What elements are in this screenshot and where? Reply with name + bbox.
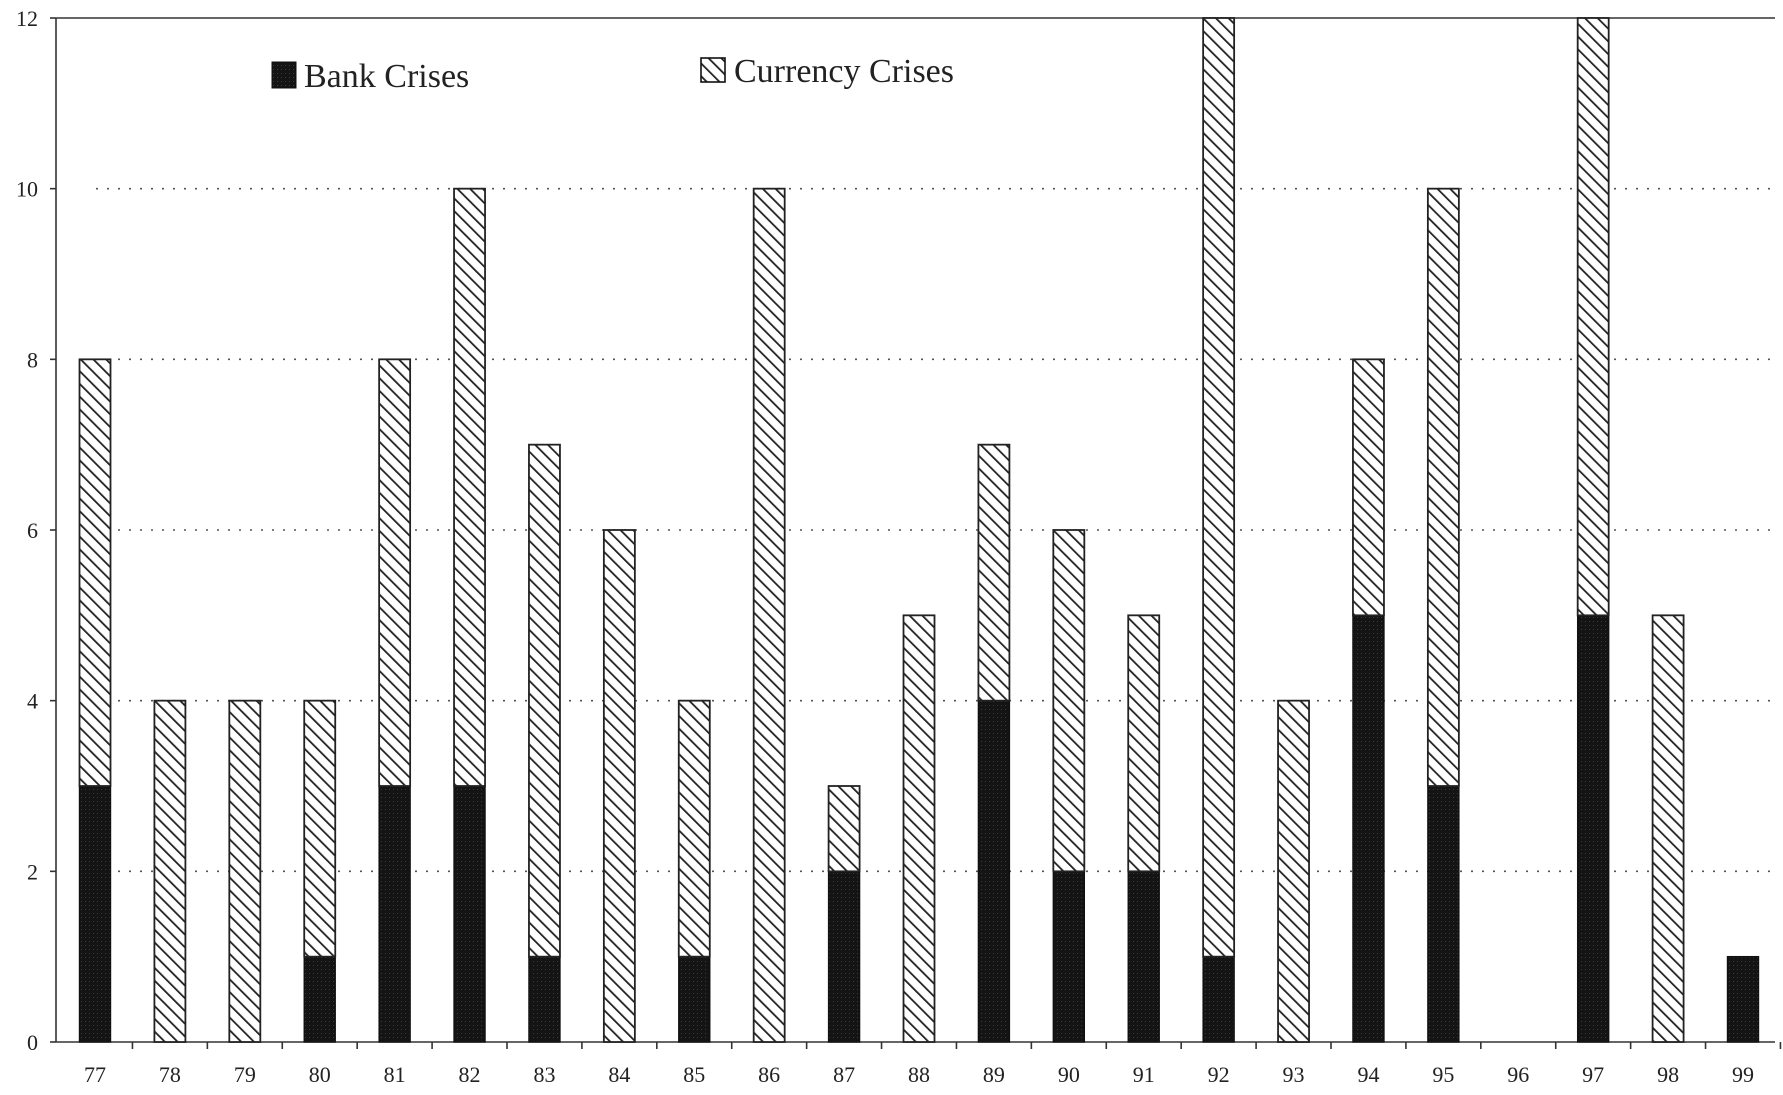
bar-currency-crises: [228, 699, 262, 1043]
y-tick-label: 4: [27, 689, 38, 714]
bar-bank-crises: [78, 785, 112, 1043]
bar-bank-crises: [1726, 955, 1760, 1043]
x-tick-label: 85: [683, 1062, 705, 1087]
bar-currency-crises: [752, 187, 786, 1043]
x-tick-label: 92: [1208, 1062, 1230, 1087]
x-tick-label: 80: [309, 1062, 331, 1087]
bar-currency-crises: [1127, 614, 1161, 873]
bar-bank-crises: [528, 955, 561, 1043]
x-tick-labels: 77 78 79 80 81 82 83 84 85 86 87 88 89 90 91 92 93 94 95 96…: [84, 1042, 1782, 1087]
x-tick-label: 78: [159, 1062, 181, 1087]
x-tick-label: 96: [1507, 1062, 1529, 1087]
x-tick-label: 98: [1657, 1062, 1679, 1087]
x-tick-label: 97: [1582, 1062, 1604, 1087]
x-tick-label: 90: [1058, 1062, 1080, 1087]
x-tick-label: 91: [1133, 1062, 1155, 1087]
bar-currency-crises: [1651, 614, 1685, 1043]
bar-currency-crises: [1277, 699, 1310, 1043]
x-tick-label: 99: [1732, 1062, 1754, 1087]
bar-bank-crises: [827, 870, 861, 1043]
bar-currency-crises: [602, 529, 636, 1043]
bar-currency-crises: [677, 699, 711, 958]
bar-currency-crises: [78, 358, 112, 787]
x-tick-label: 89: [983, 1062, 1005, 1087]
bar-bank-crises: [1352, 614, 1385, 1043]
bar-bank-crises: [303, 955, 336, 1043]
x-tick-label: 87: [833, 1062, 855, 1087]
x-tick-label: 83: [533, 1062, 555, 1087]
bar-currency-crises: [977, 443, 1011, 702]
legend-swatch-currency: [700, 57, 726, 83]
x-tick-label: 88: [908, 1062, 930, 1087]
bar-bank-crises: [1202, 955, 1235, 1043]
bars: [78, 17, 1760, 1043]
bar-currency-crises: [1202, 17, 1236, 958]
bar-currency-crises: [153, 699, 187, 1043]
bar-currency-crises: [378, 358, 412, 787]
bar-bank-crises: [453, 785, 486, 1043]
x-tick-label: 93: [1283, 1062, 1305, 1087]
bar-currency-crises: [1352, 358, 1385, 617]
legend-swatch-bank: [271, 61, 297, 89]
legend-label-currency: Currency Crises: [734, 53, 954, 90]
bar-currency-crises: [1052, 529, 1086, 873]
bar-bank-crises: [1427, 785, 1460, 1043]
legend: Bank Crises Currency Crises: [271, 53, 954, 95]
bar-currency-crises: [827, 785, 861, 873]
x-tick-label: 77: [84, 1062, 106, 1087]
bar-bank-crises: [977, 699, 1011, 1043]
x-tick-label: 86: [758, 1062, 780, 1087]
bar-bank-crises: [678, 955, 711, 1043]
bar-currency-crises: [303, 699, 337, 958]
y-tick-label: 12: [16, 6, 38, 31]
y-tick-label: 0: [27, 1030, 38, 1055]
y-tick-labels: 0 2 4 6 8 10 12: [16, 6, 56, 1055]
x-tick-label: 82: [459, 1062, 481, 1087]
bar-currency-crises: [453, 187, 486, 787]
y-tick-label: 8: [27, 347, 38, 372]
bar-currency-crises: [1426, 187, 1460, 787]
x-tick-label: 81: [384, 1062, 406, 1087]
bar-currency-crises: [528, 443, 561, 958]
bar-bank-crises: [1052, 870, 1086, 1043]
y-tick-label: 10: [16, 177, 38, 202]
y-tick-label: 6: [27, 518, 38, 543]
bar-bank-crises: [378, 785, 411, 1043]
bar-currency-crises: [1576, 17, 1610, 617]
bar-bank-crises: [1127, 870, 1160, 1043]
x-tick-label: 95: [1432, 1062, 1454, 1087]
x-tick-label: 84: [608, 1062, 630, 1087]
x-tick-label: 94: [1357, 1062, 1379, 1087]
legend-label-bank: Bank Crises: [304, 58, 469, 95]
y-tick-label: 2: [27, 859, 38, 884]
bar-currency-crises: [902, 614, 936, 1043]
x-tick-label: 79: [234, 1062, 256, 1087]
bar-bank-crises: [1576, 614, 1610, 1043]
